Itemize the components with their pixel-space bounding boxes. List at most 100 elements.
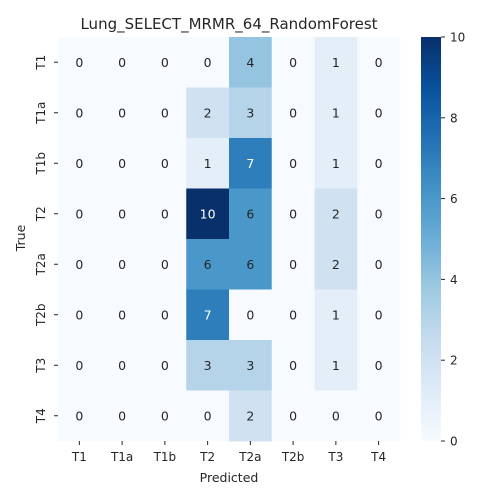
heatmap-cell: [229, 289, 273, 341]
cell-value-label: 0: [161, 257, 169, 272]
heatmap-cell: [100, 340, 144, 391]
heatmap-cell: [357, 37, 401, 88]
heatmap-cell: [143, 37, 187, 88]
cell-value-label: 0: [161, 206, 169, 221]
cell-value-label: 0: [118, 307, 126, 322]
heatmap-cell: [186, 188, 230, 240]
cell-value-label: 0: [161, 307, 169, 322]
heatmap-cell: [314, 390, 358, 442]
heatmap-cell: [58, 390, 102, 442]
heatmap-cell: [229, 188, 273, 240]
cell-value-label: 0: [161, 105, 169, 120]
colorbar-tick-label: 2: [450, 354, 458, 368]
heatmap-cell: [143, 188, 187, 240]
cell-value-label: 0: [118, 358, 126, 373]
colorbar-tick-label: 6: [450, 192, 458, 206]
cell-value-label: 0: [118, 408, 126, 423]
heatmap-cell: [271, 37, 315, 88]
cell-value-label: 0: [204, 55, 212, 70]
y-tick-label: T2b: [34, 303, 48, 327]
y-tick-label: T4: [34, 408, 48, 424]
heatmap-cell: [143, 239, 187, 290]
cell-value-label: 3: [246, 105, 254, 120]
heatmap-cell: [143, 340, 187, 391]
cell-value-label: 0: [289, 206, 297, 221]
cell-value-label: 2: [246, 408, 254, 423]
heatmap-cell: [229, 239, 273, 290]
cell-value-label: 1: [332, 105, 340, 120]
cell-value-label: 10: [200, 206, 216, 221]
cell-value-label: 0: [161, 408, 169, 423]
heatmap-cell: [357, 390, 401, 442]
x-tick-label: T2: [199, 450, 215, 464]
y-tick-label: T1a: [34, 102, 48, 125]
heatmap-cell: [271, 138, 315, 189]
heatmap-cell: [314, 340, 358, 391]
cell-value-label: 0: [75, 257, 83, 272]
y-tick-label: T2a: [34, 253, 48, 276]
heatmap-cell: [357, 188, 401, 240]
heatmap-cell: [314, 289, 358, 341]
cell-value-label: 0: [246, 307, 254, 322]
cell-value-label: 0: [75, 105, 83, 120]
cell-value-label: 0: [375, 105, 383, 120]
cell-value-label: 7: [204, 307, 212, 322]
heatmap-cell: [186, 289, 230, 341]
heatmap-cell: [314, 239, 358, 290]
cell-value-label: 0: [118, 206, 126, 221]
cell-value-label: 0: [118, 55, 126, 70]
cell-value-label: 1: [332, 307, 340, 322]
cell-value-label: 2: [204, 105, 212, 120]
heatmap-cell: [229, 138, 273, 189]
heatmap-cell: [271, 239, 315, 290]
colorbar: [421, 37, 441, 441]
x-tick-label: T4: [370, 450, 386, 464]
cell-value-label: 1: [332, 156, 340, 171]
cell-value-label: 0: [75, 408, 83, 423]
x-tick-label: T1: [71, 450, 87, 464]
cell-value-label: 0: [118, 156, 126, 171]
cell-value-label: 6: [246, 257, 254, 272]
colorbar-tick-label: 8: [450, 111, 458, 125]
heatmap-cell: [58, 37, 102, 88]
y-axis-label: True: [13, 224, 28, 252]
cell-value-label: 0: [289, 105, 297, 120]
heatmap-cell: [100, 188, 144, 240]
heatmap-cell: [314, 138, 358, 189]
heatmap-cell: [58, 87, 102, 139]
cell-value-label: 0: [289, 55, 297, 70]
colorbar-ticks: 0 2 4 6 8 10: [441, 31, 465, 449]
cell-value-label: 0: [375, 55, 383, 70]
y-tick-label: T2: [34, 206, 48, 222]
cell-value-label: 2: [332, 257, 340, 272]
heatmap-cell: [58, 289, 102, 341]
x-tick-label: T1b: [153, 450, 177, 464]
x-tick-label: T2b: [281, 450, 305, 464]
cell-value-label: 0: [161, 55, 169, 70]
colorbar-tick-label: 0: [450, 435, 458, 449]
heatmap-cell: [357, 239, 401, 290]
cell-value-label: 1: [332, 55, 340, 70]
heatmap-cell: [314, 87, 358, 139]
colorbar-tick-label: 4: [450, 273, 458, 287]
heatmap-cell: [143, 138, 187, 189]
heatmap-cell: [100, 289, 144, 341]
heatmap-cell: [58, 188, 102, 240]
heatmap-cell: [229, 390, 273, 442]
heatmap-cell: [271, 188, 315, 240]
y-tick-label: T1b: [34, 152, 48, 176]
cell-value-label: 0: [118, 105, 126, 120]
heatmap-cell: [271, 340, 315, 391]
heatmap-cells: 0 0 0 0 4 0 1 00 0 0 2 3 0 1 00 0 0 1 7 0 1 00 0 0 10 6 0 2 00 0 0 6 6 0 2…: [58, 37, 401, 442]
heatmap-cell: [58, 138, 102, 189]
heatmap-cell: [271, 390, 315, 442]
heatmap-cell: [271, 289, 315, 341]
y-tick-label: T3: [34, 358, 48, 374]
heatmap-cell: [100, 87, 144, 139]
heatmap-cell: [271, 87, 315, 139]
colorbar-tick-label: 10: [450, 31, 465, 45]
cell-value-label: 0: [375, 257, 383, 272]
heatmap-cell: [58, 340, 102, 391]
cell-value-label: 0: [289, 307, 297, 322]
heatmap-cell: [186, 340, 230, 391]
